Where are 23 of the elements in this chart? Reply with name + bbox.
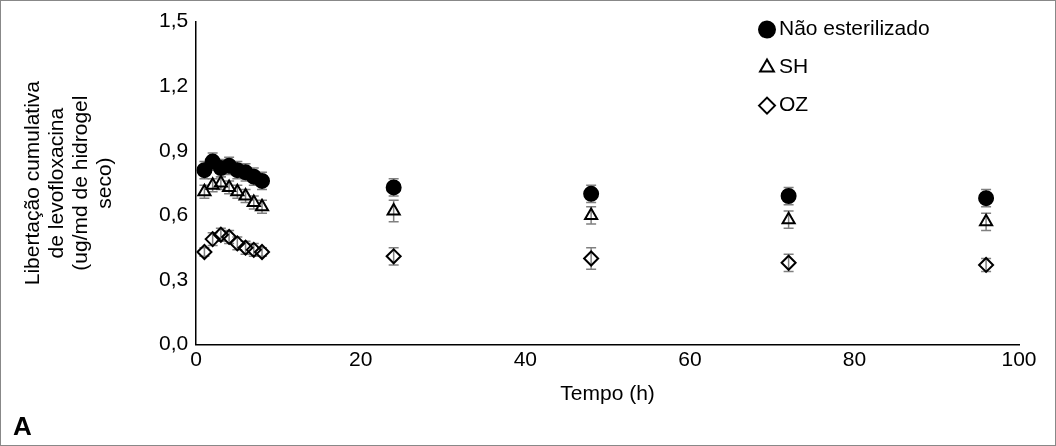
x-axis-title: Tempo (h) <box>560 381 655 405</box>
x-tick-label: 60 <box>678 347 702 370</box>
point <box>584 207 599 220</box>
text: A <box>13 411 32 442</box>
y-tick-label: 1,2 <box>158 73 189 96</box>
point <box>979 213 994 227</box>
x-tick-label: 0 <box>190 347 203 370</box>
legend-label: Não esterilizado <box>779 16 930 40</box>
y-tick-label: 1,5 <box>158 8 189 32</box>
x-tick-label: 100 <box>1001 347 1037 370</box>
legend-label: OZ <box>779 92 809 116</box>
y-tick-label: 0,3 <box>158 266 189 290</box>
y-tick-label: 0,6 <box>158 202 189 226</box>
x-tick-label: 40 <box>513 347 537 370</box>
legend-label: SH <box>779 54 809 78</box>
y-axis-title: Libertação cumulativa de levofloxacina (ug/md de hidrogel seco) <box>20 80 116 286</box>
point <box>583 250 600 267</box>
x-tick-label: 80 <box>842 347 867 370</box>
point <box>386 203 401 216</box>
point <box>781 211 796 225</box>
y-tick-label: 0,0 <box>158 331 189 355</box>
y-tick-label: 0,9 <box>158 137 189 161</box>
x-tick-label: 20 <box>349 347 373 370</box>
